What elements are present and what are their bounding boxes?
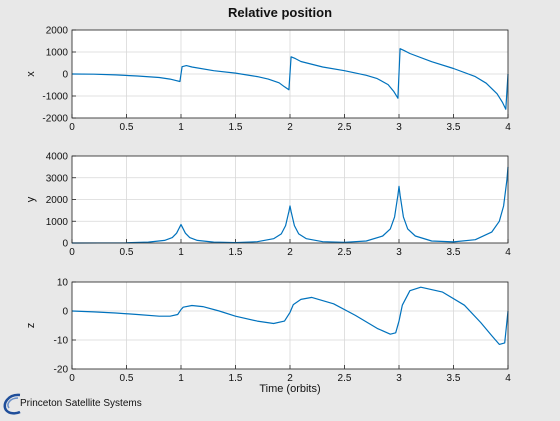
y-tick-label: 1000 [46,48,69,59]
x-tick-label: 1.5 [229,373,243,384]
x-tick-label: 0.5 [120,373,134,384]
axes-box [71,281,509,370]
subplot-1: 0 0.5 1 1.5 2 2.5 3 3.5 4 -2000 -1000 0 1000 2000 x [25,26,511,134]
y-tick-label: 0 [62,239,68,250]
x-tick-label: 0.5 [120,122,134,133]
logo-text: Princeton Satellite Systems [20,398,142,409]
y-tick-label: -1000 [42,92,68,103]
y-tick-label: 4000 [46,152,69,163]
x-tick-label: 0 [69,373,75,384]
subplot-3: 0 0.5 1 1.5 2 2.5 3 3.5 4 -20 -10 0 10 z Time (orbits) [25,278,511,396]
y-tick-label: 1000 [46,217,69,228]
x-tick-label: 2.5 [338,373,352,384]
y-tick-label: 2000 [46,26,69,37]
swoosh-icon [2,392,22,421]
x-tick-label: 2.5 [338,122,352,133]
x-tick-label: 1.5 [229,122,243,133]
x-tick-label: 2 [287,373,293,384]
x-tick-label: 2.5 [338,247,352,258]
y-tick-label: 2000 [46,195,69,206]
x-tick-label: 4 [505,247,511,258]
x-tick-label: 1 [178,122,184,133]
x-axis-label: Time (orbits) [259,383,320,395]
x-tick-label: 4 [505,122,511,133]
x-tick-label: 0 [69,247,75,258]
y-axis-label: y [25,196,37,202]
y-tick-label: -10 [54,336,69,347]
y-tick-label: 10 [57,278,69,289]
x-tick-label: 3 [396,373,402,384]
x-tick-label: 3 [396,122,402,133]
x-tick-label: 3.5 [447,247,461,258]
series-line [71,166,509,244]
x-tick-label: 1 [178,247,184,258]
figure-title: Relative position [228,5,332,20]
subplot-2: 0 0.5 1 1.5 2 2.5 3 3.5 4 0 1000 2000 3000 4000 y [25,152,511,259]
x-tick-label: 3 [396,247,402,258]
x-tick-label: 0 [69,122,75,133]
x-tick-label: 3.5 [447,373,461,384]
series-line [71,48,509,110]
y-axis-label: x [25,71,37,77]
series-line [71,286,509,345]
y-tick-label: -20 [54,365,69,376]
x-tick-label: 3.5 [447,122,461,133]
x-tick-label: 4 [505,373,511,384]
y-tick-label: 3000 [46,173,69,184]
axes-box [71,29,509,119]
axes-box [71,155,509,244]
x-tick-label: 2 [287,247,293,258]
y-axis-label: z [25,323,37,329]
x-tick-label: 1.5 [229,247,243,258]
y-tick-label: 0 [62,70,68,81]
y-tick-label: -2000 [42,114,68,125]
x-tick-label: 2 [287,122,293,133]
x-tick-label: 0.5 [120,247,134,258]
y-tick-label: 0 [62,307,68,318]
x-tick-label: 1 [178,373,184,384]
